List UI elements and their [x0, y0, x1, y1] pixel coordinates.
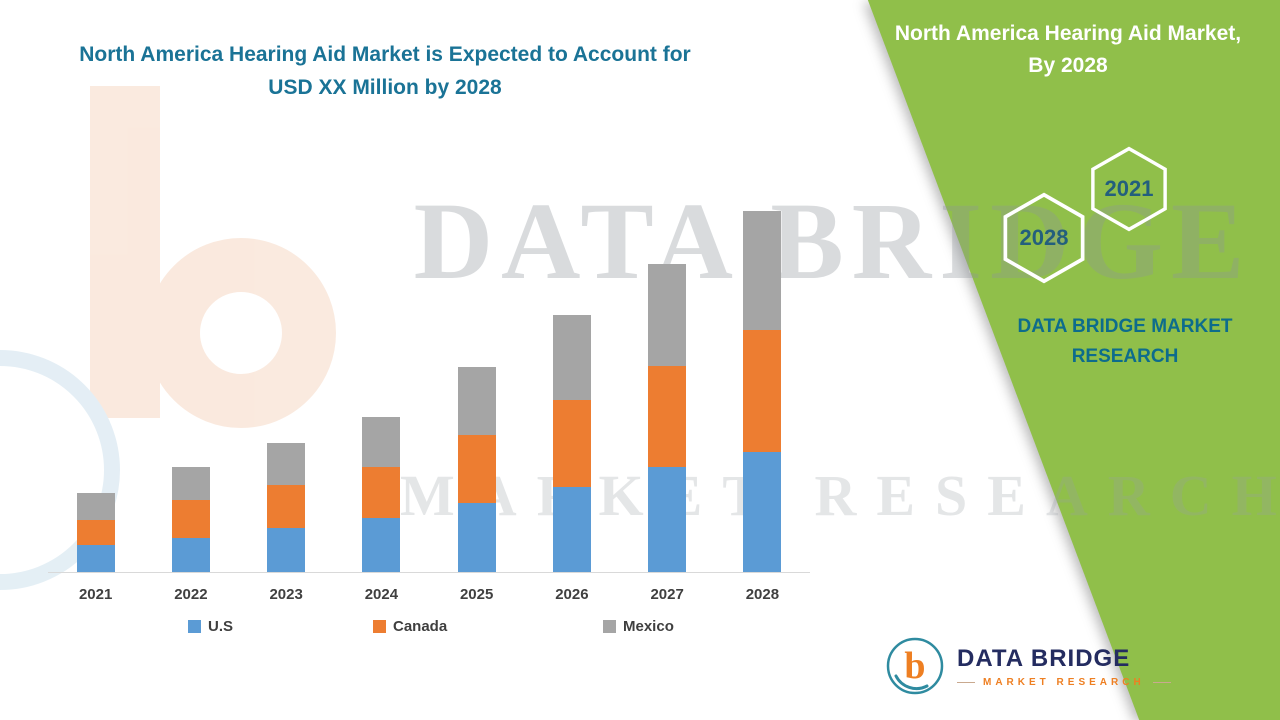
bar-segment-canada-2024: [362, 467, 401, 518]
logo-subtitle-row: MARKET RESEARCH: [957, 677, 1171, 688]
bar-segment-canada-2028: [743, 330, 782, 452]
bar-segment-canada-2021: [76, 520, 115, 545]
x-axis-label-2025: 2025: [459, 586, 494, 603]
bar-segment-us-2021: [76, 545, 115, 572]
bar-stack-2027: [648, 264, 687, 572]
databridge-logo-icon: b: [886, 637, 944, 695]
bar-segment-us-2022: [171, 538, 210, 572]
bar-segment-us-2024: [362, 518, 401, 572]
hexagon-2021-label: 2021: [1104, 176, 1154, 201]
side-panel-brand-line1: DATA BRIDGE MARKET: [1017, 316, 1233, 337]
bar-segment-us-2028: [743, 452, 782, 572]
x-axis-label-2023: 2023: [269, 586, 303, 603]
legend-label-us: U.S: [208, 618, 234, 635]
bar-stack-2023: [267, 443, 306, 572]
legend-item-canada: Canada: [373, 618, 447, 635]
bar-segment-canada-2023: [267, 485, 306, 528]
bar-segment-mexico-2025: [457, 367, 496, 435]
side-panel-heading-line1: North America Hearing Aid Market,: [894, 22, 1242, 45]
bar-segment-mexico-2026: [552, 315, 591, 400]
bar-chart: [48, 192, 810, 573]
x-axis-label-2024: 2024: [364, 586, 399, 603]
legend-item-mexico: Mexico: [603, 618, 674, 635]
bar-segment-mexico-2022: [171, 467, 210, 500]
hexagon-2028-label: 2028: [1019, 225, 1069, 250]
logo-text-block: DATA BRIDGE MARKET RESEARCH: [957, 645, 1171, 688]
logo-rule-right: [1152, 681, 1171, 683]
x-axis-labels: 2021 2022 2023 2024 2025 2026 2027 2028: [48, 586, 810, 603]
legend-label-canada: Canada: [393, 618, 448, 635]
side-panel-heading: North America Hearing Aid Market, By 202…: [872, 18, 1264, 82]
bar-segment-mexico-2027: [648, 264, 687, 366]
chart-title-line1: North America Hearing Aid Market is Expe…: [79, 43, 691, 66]
x-axis-label-2027: 2027: [650, 586, 684, 603]
bar-stack-2021: [76, 493, 115, 572]
logo-rule-left: [957, 681, 975, 683]
x-axis-label-2021: 2021: [78, 586, 113, 603]
bar-segment-us-2023: [267, 528, 306, 572]
bar-stack-2022: [171, 467, 210, 572]
side-panel-brand-line2: RESEARCH: [1071, 346, 1179, 367]
bar-segment-mexico-2023: [267, 443, 306, 485]
svg-text:b: b: [904, 645, 925, 687]
watermark-logo-b-icon: [0, 0, 420, 590]
bar-segment-canada-2026: [552, 400, 591, 487]
side-panel-brand: DATA BRIDGE MARKET RESEARCH: [985, 312, 1265, 372]
chart-title-line2: USD XX Million by 2028: [268, 76, 502, 99]
bar-segment-us-2027: [648, 467, 687, 572]
x-axis-label-2028: 2028: [745, 586, 780, 603]
watermark-b-stem: [90, 86, 160, 418]
bar-segment-mexico-2024: [362, 417, 401, 467]
legend-swatch-mexico: [603, 620, 616, 633]
bar-stack-2026: [552, 315, 591, 572]
x-axis-label-2022: 2022: [174, 586, 208, 603]
legend-item-us: U.S: [188, 618, 233, 635]
bar-segment-canada-2027: [648, 366, 687, 467]
bar-stack-2024: [362, 417, 401, 572]
side-panel-heading-line2: By 2028: [1028, 54, 1108, 77]
hexagon-2028: 2028: [998, 192, 1090, 284]
chart-legend: U.S Canada Mexico: [48, 618, 810, 642]
bar-segment-us-2026: [552, 487, 591, 572]
bar-stack-2028: [743, 211, 782, 572]
bar-segment-canada-2022: [171, 500, 210, 538]
bar-stack-2025: [457, 367, 496, 572]
logo-name: DATA BRIDGE: [957, 644, 1131, 672]
bar-segment-mexico-2021: [76, 493, 115, 520]
bar-segment-canada-2025: [457, 435, 496, 503]
legend-swatch-us: [188, 620, 201, 633]
databridge-logo: b DATA BRIDGE MARKET RESEARCH: [885, 636, 1171, 696]
bar-segment-mexico-2028: [743, 211, 782, 330]
bar-segment-us-2025: [457, 503, 496, 572]
chart-title: North America Hearing Aid Market is Expe…: [0, 38, 770, 104]
logo-subtitle: MARKET RESEARCH: [983, 676, 1145, 688]
legend-label-mexico: Mexico: [623, 618, 674, 635]
legend-swatch-canada: [373, 620, 386, 633]
hexagon-2021: 2021: [1086, 146, 1172, 232]
x-axis-label-2026: 2026: [555, 586, 589, 603]
